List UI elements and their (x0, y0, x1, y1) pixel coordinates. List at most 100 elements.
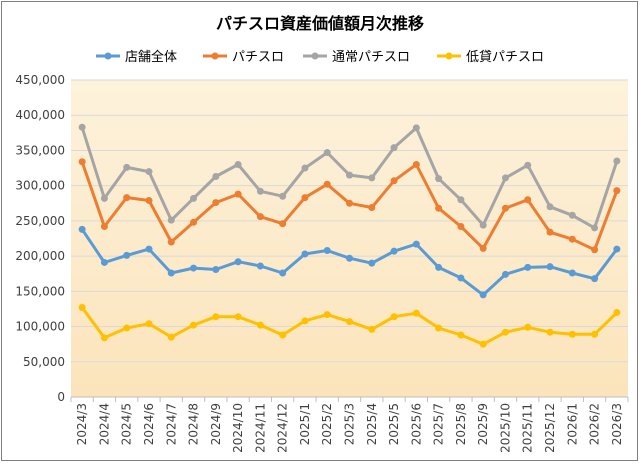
x-tick-label: 2024/8 (187, 403, 201, 445)
data-point (78, 123, 86, 131)
data-point (301, 250, 309, 258)
series-group (78, 123, 621, 348)
data-point (412, 124, 420, 132)
legend-label: 通常パチスロ (332, 50, 410, 65)
data-point (546, 228, 554, 236)
plot-area (71, 80, 628, 397)
data-point (591, 330, 599, 338)
data-point (613, 187, 621, 195)
x-tick-label: 2026/2 (588, 403, 602, 445)
x-tick-label: 2024/4 (97, 403, 111, 445)
legend-label: 店舗全体 (125, 49, 177, 65)
data-point (613, 308, 621, 316)
y-tick-label: 250,000 (15, 214, 65, 228)
data-point (78, 225, 86, 233)
legend-marker (445, 52, 453, 60)
x-tick-label: 2025/4 (365, 403, 379, 445)
data-point (591, 246, 599, 254)
data-point (368, 204, 376, 212)
data-point (123, 324, 131, 332)
series-3 (78, 123, 621, 232)
data-point (479, 340, 487, 348)
legend-marker (104, 52, 112, 60)
data-point (412, 240, 420, 248)
data-point (390, 247, 398, 255)
legend: 店舗全体 パチスロ 通常パチスロ 低貸パチスロ (96, 49, 544, 65)
data-point (390, 144, 398, 152)
data-point (212, 173, 220, 181)
y-tick-label: 150,000 (15, 284, 65, 298)
y-tick-label: 0 (57, 390, 65, 404)
data-point (457, 196, 465, 204)
data-point (457, 331, 465, 339)
x-tick-label: 2025/11 (521, 403, 535, 453)
series-2 (78, 158, 621, 254)
legend-item: 店舗全体 (96, 49, 177, 65)
data-point (167, 333, 175, 341)
data-point (412, 309, 420, 317)
x-tick-label: 2024/3 (75, 403, 89, 445)
x-axis: 2024/3 2024/4 2024/5 2024/6 2024/7 2024/8 2024… (70, 396, 629, 453)
data-point (501, 204, 509, 212)
data-point (568, 235, 576, 243)
x-tick-label: 2025/7 (432, 403, 446, 445)
x-tick-label: 2025/12 (543, 403, 557, 453)
legend-item: 低貸パチスロ (437, 49, 544, 65)
data-point (279, 192, 287, 200)
data-point (479, 221, 487, 229)
data-point (568, 211, 576, 219)
legend-item: 通常パチスロ (303, 50, 410, 65)
data-point (591, 224, 599, 232)
data-point (390, 177, 398, 185)
x-tick-label: 2024/7 (164, 403, 178, 445)
data-point (346, 199, 353, 207)
data-point (190, 218, 198, 226)
data-point (346, 254, 353, 262)
data-point (546, 263, 554, 271)
legend-marker (311, 52, 319, 60)
data-point (145, 168, 153, 176)
data-point (546, 328, 554, 336)
x-tick-label: 2025/8 (454, 403, 468, 445)
data-point (613, 157, 621, 165)
data-point (190, 264, 198, 272)
data-point (501, 270, 509, 278)
data-point (256, 213, 264, 221)
legend-label: パチスロ (232, 50, 284, 65)
data-point (323, 246, 331, 254)
data-point (212, 313, 220, 321)
x-tick-label: 2025/1 (298, 403, 312, 445)
y-tick-label: 450,000 (15, 73, 65, 87)
x-tick-label: 2024/6 (142, 403, 156, 445)
data-point (435, 263, 443, 271)
y-tick-label: 100,000 (15, 320, 65, 334)
data-point (78, 304, 86, 312)
data-point (145, 320, 153, 328)
data-point (279, 331, 287, 339)
data-point (323, 180, 331, 188)
legend-item: パチスロ (203, 50, 284, 65)
x-tick-label: 2025/9 (476, 403, 490, 445)
data-point (524, 196, 532, 204)
data-point (546, 203, 554, 211)
y-tick-label: 300,000 (15, 179, 65, 193)
data-point (100, 334, 108, 342)
data-point (457, 274, 465, 282)
x-tick-label: 2025/3 (343, 403, 357, 445)
data-point (479, 291, 487, 299)
data-point (301, 317, 309, 325)
x-tick-label: 2026/1 (565, 403, 579, 445)
series-1 (78, 225, 621, 299)
data-point (457, 223, 465, 231)
x-tick-label: 2024/12 (276, 403, 290, 453)
data-point (78, 158, 86, 166)
data-point (568, 330, 576, 338)
data-point (435, 324, 443, 332)
x-tick-label: 2024/5 (120, 403, 134, 445)
data-point (145, 245, 153, 253)
data-point (190, 194, 198, 202)
data-point (479, 244, 487, 252)
data-point (301, 194, 309, 202)
data-point (123, 194, 131, 202)
data-point (568, 269, 576, 277)
